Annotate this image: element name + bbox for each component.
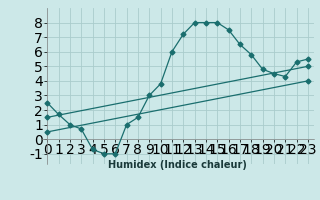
X-axis label: Humidex (Indice chaleur): Humidex (Indice chaleur) [108,160,247,170]
